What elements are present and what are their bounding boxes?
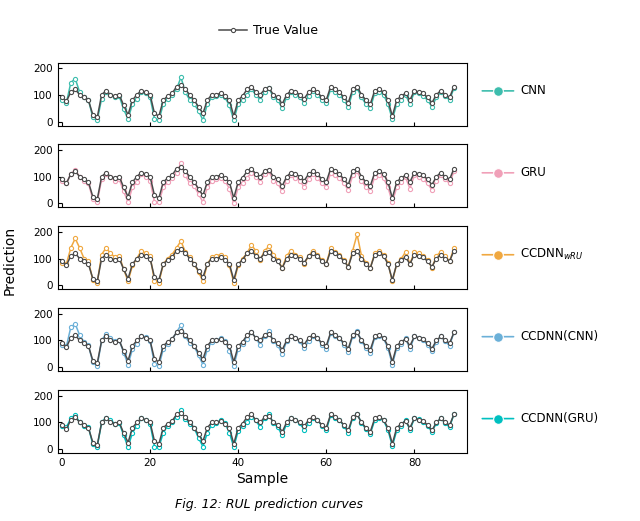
Text: CNN: CNN [520,84,546,97]
Legend: True Value: True Value [214,19,323,42]
Text: Fig. 12: RUL prediction curves: Fig. 12: RUL prediction curves [175,498,363,511]
Text: Prediction: Prediction [3,226,17,295]
Text: CCDNN$_{wRU}$: CCDNN$_{wRU}$ [520,247,584,262]
Text: CCDNN(GRU): CCDNN(GRU) [520,412,598,425]
X-axis label: Sample: Sample [236,473,289,486]
Text: GRU: GRU [520,166,546,179]
Text: CCDNN(CNN): CCDNN(CNN) [520,330,598,343]
